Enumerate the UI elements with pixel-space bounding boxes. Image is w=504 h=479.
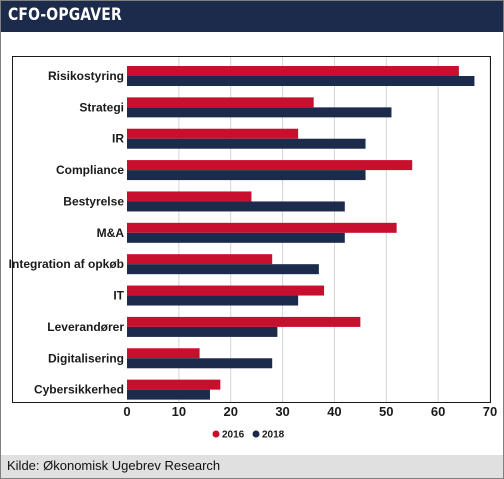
legend-item-2018: 2018: [252, 430, 285, 441]
x-tick-label: 30: [275, 404, 289, 419]
category-label: Digitalisering: [48, 351, 124, 365]
x-tick-label: 70: [483, 404, 497, 419]
category-label: Cybersikkerhed: [34, 383, 124, 397]
bar-2018: [127, 326, 278, 337]
bar-2016: [127, 316, 361, 327]
bar-2018: [127, 232, 345, 243]
x-tick-label: 50: [379, 404, 393, 419]
plot-area-border: [12, 56, 491, 403]
category-label: Bestyrelse: [63, 194, 124, 208]
bar-2016: [127, 222, 397, 233]
chart-title: CFO-OPGAVER: [8, 5, 122, 25]
category-label: Compliance: [56, 163, 124, 177]
bar-2016: [127, 285, 325, 296]
x-axis-ticks: 0 10 20 30 40 50 60 70: [123, 404, 497, 419]
x-tick-label: 20: [223, 404, 237, 419]
x-tick-label: 10: [172, 404, 186, 419]
legend-item-2016: 2016: [212, 430, 245, 441]
x-tick-label: 0: [123, 404, 130, 419]
legend-label: 2018: [262, 430, 285, 441]
bar-2018: [127, 170, 366, 181]
category-label: Leverandører: [47, 320, 124, 334]
bar-2018: [127, 107, 392, 118]
source-bar: Kilde: Økonomisk Ugebrev Research: [1, 455, 503, 478]
bar-2018: [127, 389, 210, 400]
bar-2018: [127, 264, 319, 275]
bar-2018: [127, 358, 273, 369]
category-label: Risikostyring: [48, 69, 124, 83]
legend-marker: [212, 430, 220, 438]
legend-marker: [252, 430, 260, 438]
x-tick-label: 40: [327, 404, 341, 419]
category-label: IT: [113, 289, 124, 303]
category-label: IR: [112, 132, 124, 146]
category-label: Strategi: [79, 100, 124, 114]
bar-2016: [127, 379, 221, 390]
bar-2016: [127, 191, 252, 202]
x-tick-label: 60: [431, 404, 445, 419]
bar-2018: [127, 201, 345, 212]
legend-label: 2016: [222, 430, 245, 441]
legend: 2016 2018: [212, 430, 285, 441]
bars: [127, 66, 475, 400]
bar-2018: [127, 76, 475, 86]
header-bar: CFO-OPGAVER: [1, 1, 503, 32]
category-label: Integration af opkøb: [9, 257, 124, 271]
bar-2016: [127, 97, 314, 108]
bar-2016: [127, 254, 273, 265]
bar-2016: [127, 348, 200, 359]
bar-2016: [127, 160, 413, 171]
bar-chart: Risikostyring Strategi IR Compliance Bestyre…: [9, 56, 497, 441]
category-label: M&A: [97, 226, 125, 240]
bar-2018: [127, 138, 366, 149]
source-note: Kilde: Økonomisk Ugebrev Research: [7, 458, 221, 473]
bar-2016: [127, 66, 459, 76]
bar-2016: [127, 128, 299, 139]
category-labels: Risikostyring Strategi IR Compliance Bestyre…: [9, 69, 125, 397]
bar-2018: [127, 295, 299, 306]
